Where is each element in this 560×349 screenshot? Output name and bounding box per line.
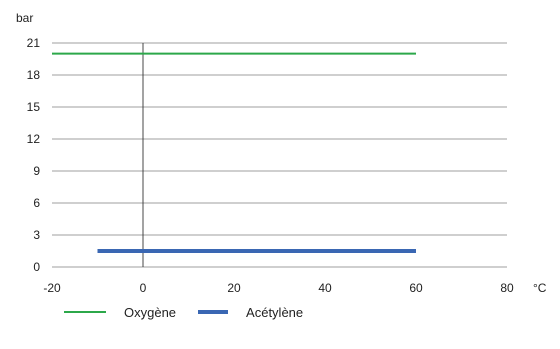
legend-swatch-oxygen (64, 311, 106, 313)
legend-label-acetylene: Acétylène (246, 304, 304, 320)
y-tick-label: 0 (33, 260, 40, 274)
y-tick-label: 6 (33, 196, 40, 210)
legend: Oxygène Acétylène (64, 302, 325, 322)
legend-label-oxygen: Oxygène (124, 304, 177, 320)
x-tick-label: 0 (140, 281, 147, 295)
y-tick-label: 9 (33, 164, 40, 178)
x-tick-label: 40 (318, 281, 332, 295)
x-tick-label: 60 (409, 281, 423, 295)
y-unit-label: bar (16, 11, 33, 25)
series-layer (52, 52, 416, 253)
x-tick-label: 20 (227, 281, 241, 295)
y-tick-label: 12 (27, 132, 41, 146)
x-unit-label: °C (533, 281, 547, 295)
x-tick-label: 80 (500, 281, 514, 295)
legend-item-acetylene: Acétylène (198, 305, 303, 320)
legend-item-oxygen: Oxygène (64, 305, 176, 320)
legend-swatch-acetylene (198, 310, 229, 314)
y-tick-label: 18 (27, 68, 41, 82)
x-tick-label: -20 (43, 281, 61, 295)
y-tick-label: 21 (27, 36, 41, 50)
grid-layer (52, 42, 507, 268)
y-tick-label: 3 (33, 228, 40, 242)
y-tick-label: 15 (27, 100, 41, 114)
